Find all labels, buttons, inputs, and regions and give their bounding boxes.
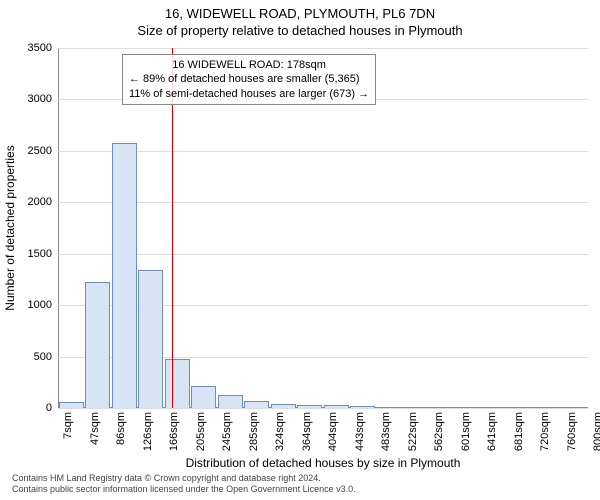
page-subtitle: Size of property relative to detached ho… bbox=[0, 21, 600, 38]
xtick-label: 205sqm bbox=[195, 412, 207, 451]
histogram-bar bbox=[297, 405, 322, 408]
histogram-bar bbox=[85, 282, 110, 409]
histogram-bar bbox=[350, 406, 375, 408]
y-axis-label: Number of detached properties bbox=[3, 145, 17, 310]
histogram-bar bbox=[244, 401, 269, 408]
xtick-label: 681sqm bbox=[513, 412, 525, 451]
xtick-label: 800sqm bbox=[592, 412, 600, 451]
gridline bbox=[58, 408, 588, 409]
xtick-label: 562sqm bbox=[433, 412, 445, 451]
xtick-label: 483sqm bbox=[380, 412, 392, 451]
histogram-bar bbox=[138, 270, 163, 408]
xtick-label: 760sqm bbox=[566, 412, 578, 451]
xtick-label: 522sqm bbox=[407, 412, 419, 451]
xtick-label: 47sqm bbox=[89, 412, 101, 445]
footer: Contains HM Land Registry data © Crown c… bbox=[12, 473, 356, 496]
ytick-label: 3500 bbox=[2, 42, 52, 54]
xtick-label: 324sqm bbox=[274, 412, 286, 451]
histogram-bar bbox=[59, 402, 84, 408]
xtick-label: 601sqm bbox=[460, 412, 472, 451]
histogram-bar bbox=[191, 386, 216, 408]
gridline bbox=[58, 48, 588, 49]
chart: 05001000150020002500300035007sqm47sqm86s… bbox=[58, 48, 588, 408]
y-axis-line bbox=[58, 48, 59, 408]
annotation-box: 16 WIDEWELL ROAD: 178sqm ← 89% of detach… bbox=[122, 54, 376, 105]
xtick-label: 126sqm bbox=[142, 412, 154, 451]
gridline bbox=[58, 254, 588, 255]
annotation-line1: 16 WIDEWELL ROAD: 178sqm bbox=[129, 58, 369, 72]
xtick-label: 404sqm bbox=[327, 412, 339, 451]
xtick-label: 364sqm bbox=[301, 412, 313, 451]
histogram-bar bbox=[218, 395, 243, 408]
xtick-label: 641sqm bbox=[486, 412, 498, 451]
ytick-label: 3000 bbox=[2, 93, 52, 105]
xtick-label: 86sqm bbox=[115, 412, 127, 445]
annotation-line3: 11% of semi-detached houses are larger (… bbox=[129, 87, 369, 101]
gridline bbox=[58, 151, 588, 152]
histogram-bar bbox=[324, 405, 349, 408]
footer-line2: Contains public sector information licen… bbox=[12, 484, 356, 496]
page-title: 16, WIDEWELL ROAD, PLYMOUTH, PL6 7DN bbox=[0, 0, 600, 21]
xtick-label: 720sqm bbox=[539, 412, 551, 451]
ytick-label: 0 bbox=[2, 402, 52, 414]
xtick-label: 166sqm bbox=[168, 412, 180, 451]
annotation-line2: ← 89% of detached houses are smaller (5,… bbox=[129, 72, 369, 86]
histogram-bar bbox=[271, 404, 296, 408]
gridline bbox=[58, 202, 588, 203]
xtick-label: 7sqm bbox=[62, 412, 74, 439]
histogram-bar bbox=[165, 359, 190, 408]
xtick-label: 443sqm bbox=[354, 412, 366, 451]
histogram-bar bbox=[112, 143, 137, 408]
x-axis-label: Distribution of detached houses by size … bbox=[58, 456, 588, 470]
xtick-label: 285sqm bbox=[248, 412, 260, 451]
ytick-label: 500 bbox=[2, 351, 52, 363]
xtick-label: 245sqm bbox=[221, 412, 233, 451]
footer-line1: Contains HM Land Registry data © Crown c… bbox=[12, 473, 356, 485]
